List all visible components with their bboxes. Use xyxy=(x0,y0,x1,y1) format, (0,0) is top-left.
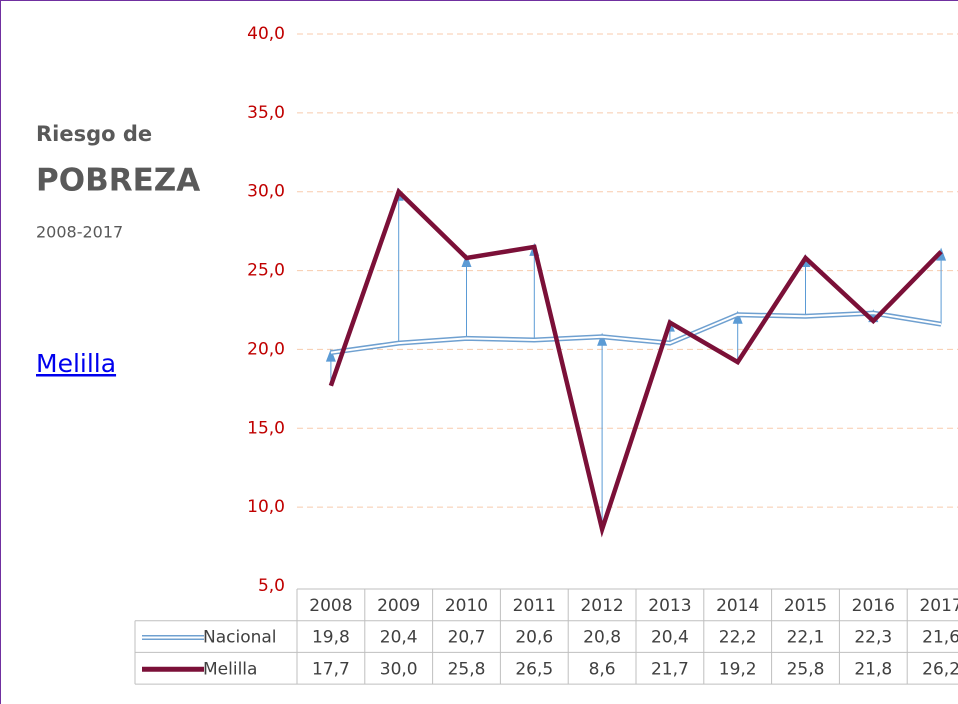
table-value: 20,4 xyxy=(380,628,418,648)
x-tick-label: 2015 xyxy=(784,596,827,616)
y-tick-label: 35,0 xyxy=(247,103,285,123)
series-line-outline xyxy=(330,310,942,356)
x-tick-label: 2008 xyxy=(309,596,352,616)
legend-label: Nacional xyxy=(203,628,277,648)
table-value: 22,3 xyxy=(854,628,892,648)
x-tick-label: 2012 xyxy=(580,596,623,616)
table-value: 20,7 xyxy=(448,628,486,648)
arrowhead xyxy=(461,253,472,267)
x-tick-label: 2010 xyxy=(445,596,488,616)
chart-title: POBREZA xyxy=(36,163,200,199)
table-value: 19,2 xyxy=(719,659,757,679)
y-tick-label: 10,0 xyxy=(247,497,285,517)
x-tick-label: 2011 xyxy=(513,596,556,616)
table-value: 17,7 xyxy=(312,659,350,679)
table-value: 21,8 xyxy=(854,659,892,679)
table-value: 30,0 xyxy=(380,659,418,679)
series-line xyxy=(328,187,943,538)
x-tick-label: 2016 xyxy=(852,596,895,616)
table-value: 26,5 xyxy=(515,659,553,679)
y-tick-label: 40,0 xyxy=(247,24,285,44)
legend-label: Melilla xyxy=(203,659,257,679)
table-value: 25,8 xyxy=(448,659,486,679)
x-tick-label: 2009 xyxy=(377,596,420,616)
y-tick-label: 25,0 xyxy=(247,261,285,281)
table-value: 21,7 xyxy=(651,659,689,679)
table-value: 21,6 xyxy=(922,628,958,648)
x-tick-label: 2013 xyxy=(648,596,691,616)
y-tick-label: 30,0 xyxy=(247,182,285,202)
table-value: 25,8 xyxy=(787,659,825,679)
subtitle: 2008-2017 xyxy=(36,223,123,242)
table-value: 20,6 xyxy=(515,628,553,648)
region-link[interactable]: Melilla xyxy=(36,349,116,378)
table-value: 19,8 xyxy=(312,628,350,648)
title-prefix: Riesgo de xyxy=(36,122,152,146)
y-tick-label: 5,0 xyxy=(258,576,285,596)
table-value: 8,6 xyxy=(589,659,616,679)
table-value: 20,8 xyxy=(583,628,621,648)
y-tick-label: 20,0 xyxy=(247,339,285,359)
table-value: 22,1 xyxy=(787,628,825,648)
series-line xyxy=(330,312,942,354)
table-value: 22,2 xyxy=(719,628,757,648)
y-tick-label: 15,0 xyxy=(247,418,285,438)
table-value: 26,2 xyxy=(922,659,958,679)
x-tick-label: 2017 xyxy=(919,596,958,616)
arrowhead xyxy=(325,348,336,362)
x-tick-label: 2014 xyxy=(716,596,759,616)
table-value: 20,4 xyxy=(651,628,689,648)
